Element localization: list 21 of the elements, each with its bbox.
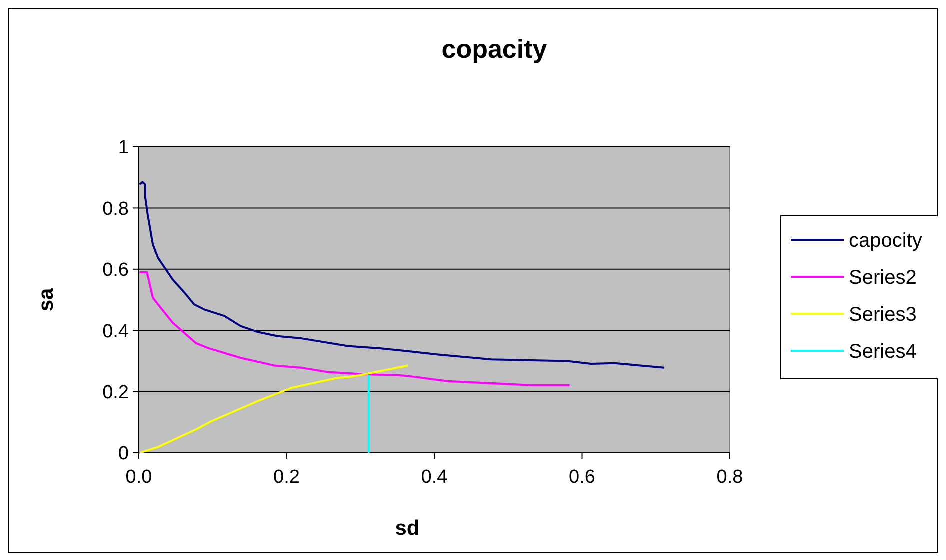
x-axis-title: sd (395, 517, 420, 540)
chart-title: copacity (442, 34, 548, 64)
x-tick-label: 0.0 (126, 467, 152, 488)
legend-label: Series4 (849, 341, 917, 363)
legend-label: Series3 (849, 304, 917, 326)
y-tick-label: 0 (118, 444, 129, 465)
line-series (139, 181, 666, 369)
line-series (139, 271, 571, 386)
y-tick-label: 0.2 (102, 382, 129, 404)
y-tick-label: 1 (118, 138, 129, 159)
line-series (139, 364, 409, 453)
x-tick-label: 0.4 (421, 467, 448, 488)
legend-label: Series2 (849, 267, 917, 289)
x-tick-label: 0.2 (274, 467, 300, 488)
x-tick-label: 0.8 (716, 467, 744, 488)
y-tick-label: 0.6 (102, 260, 129, 282)
y-tick-label: 0.8 (102, 198, 129, 220)
legend-label: capocity (849, 230, 922, 252)
y-tick-label: 0.4 (102, 321, 130, 342)
x-tick-label: 0.6 (569, 467, 596, 488)
y-axis-title: sa (35, 288, 58, 312)
